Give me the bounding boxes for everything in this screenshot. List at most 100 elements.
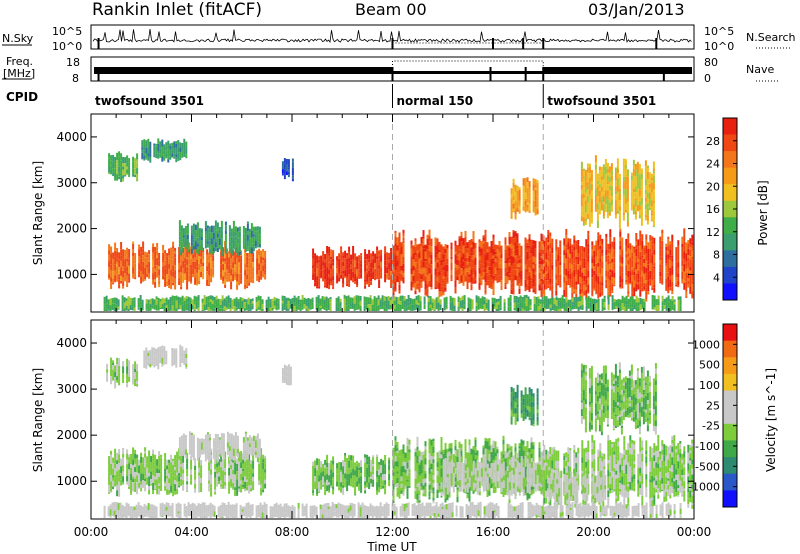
- echo-cell: [493, 297, 496, 304]
- echo-cell: [563, 245, 566, 250]
- echo-cell: [595, 245, 598, 252]
- echo-cell: [152, 482, 155, 491]
- echo-cell: [512, 232, 515, 239]
- echo-cell: [591, 268, 594, 274]
- echo-cell: [571, 264, 574, 273]
- echo-cell: [420, 286, 423, 288]
- echo-cell: [248, 257, 251, 262]
- echo-cell: [111, 303, 114, 308]
- echo-cell: [166, 269, 169, 275]
- echo-cell: [484, 282, 487, 290]
- echo-cell: [320, 262, 323, 271]
- echo-cell: [142, 268, 145, 275]
- echo-cell: [122, 457, 125, 466]
- echo-cell: [184, 266, 187, 274]
- echo-cell: [438, 257, 441, 264]
- echo-cell: [527, 300, 530, 304]
- echo-cell: [244, 431, 247, 434]
- echo-cell: [170, 267, 173, 271]
- echo-cell: [264, 250, 267, 259]
- echo-cell: [392, 269, 395, 273]
- echo-cell: [194, 277, 197, 285]
- echo-cell: [318, 470, 321, 476]
- echo-cell: [254, 234, 257, 239]
- echo-cell: [573, 281, 576, 290]
- echo-cell: [176, 489, 179, 495]
- echo-cell: [393, 296, 396, 301]
- echo-cell: [320, 461, 323, 468]
- echo-cell: [380, 249, 383, 256]
- echo-cell: [456, 265, 459, 270]
- echo-cell: [230, 243, 233, 247]
- echo-cell: [415, 295, 418, 301]
- echo-cell: [677, 303, 680, 311]
- echo-cell: [472, 255, 475, 260]
- echo-cell: [250, 257, 253, 263]
- echo-cell: [114, 482, 117, 487]
- echo-cell: [458, 249, 461, 254]
- echo-cell: [526, 195, 529, 199]
- echo-cell: [538, 260, 541, 265]
- echo-cell: [512, 230, 515, 233]
- echo-cell: [228, 433, 231, 439]
- echo-cell: [254, 246, 257, 249]
- echo-cell: [256, 226, 259, 231]
- echo-cell: [586, 213, 589, 218]
- echo-cell: [202, 438, 205, 446]
- echo-cell: [108, 458, 111, 466]
- echo-cell: [244, 252, 247, 258]
- echo-cell: [180, 255, 183, 259]
- echo-cell: [456, 276, 459, 281]
- echo-cell: [193, 309, 196, 311]
- echo-cell: [267, 302, 270, 305]
- echo-cell: [160, 457, 163, 464]
- echo-cell: [508, 256, 511, 260]
- echo-cell: [108, 274, 111, 279]
- echo-cell: [168, 263, 171, 269]
- echo-cell: [238, 268, 241, 274]
- echo-cell: [185, 367, 188, 369]
- echo-cell: [136, 493, 139, 495]
- echo-cell: [480, 255, 483, 261]
- echo-cell: [444, 261, 447, 266]
- echo-cell: [221, 303, 224, 309]
- echo-cell: [613, 277, 616, 285]
- echo-cell: [613, 301, 616, 307]
- echo-cell: [258, 468, 261, 476]
- echo-cell: [653, 266, 656, 269]
- echo-cell: [171, 305, 174, 311]
- echo-cell: [230, 476, 233, 480]
- echo-cell: [236, 273, 239, 277]
- echo-cell: [667, 254, 670, 259]
- echo-cell: [216, 231, 219, 234]
- echo-cell: [428, 229, 431, 234]
- echo-cell: [393, 309, 396, 311]
- echo-cell: [601, 290, 604, 296]
- echo-cell: [136, 472, 139, 476]
- echo-cell: [236, 448, 239, 453]
- echo-cell: [226, 442, 229, 448]
- echo-cell: [129, 300, 132, 305]
- echo-cell: [605, 270, 608, 277]
- echo-cell: [528, 285, 531, 292]
- echo-cell: [625, 245, 628, 252]
- echo-cell: [164, 486, 167, 489]
- echo-cell: [285, 171, 288, 176]
- echo-cell: [661, 269, 664, 273]
- echo-cell: [175, 159, 178, 163]
- echo-cell: [543, 263, 546, 267]
- echo-cell: [403, 310, 406, 311]
- echo-cell: [222, 276, 225, 282]
- echo-cell: [521, 297, 524, 301]
- echo-cell: [196, 246, 199, 255]
- echo-cell: [506, 271, 509, 277]
- echo-cell: [540, 249, 543, 257]
- echo-cell: [378, 258, 381, 266]
- echo-cell: [631, 296, 634, 304]
- echo-cell: [621, 303, 624, 310]
- echo-cell: [580, 216, 583, 222]
- echo-cell: [463, 304, 466, 310]
- echo-cell: [210, 234, 213, 239]
- echo-cell: [373, 307, 376, 311]
- echo-cell: [183, 154, 186, 157]
